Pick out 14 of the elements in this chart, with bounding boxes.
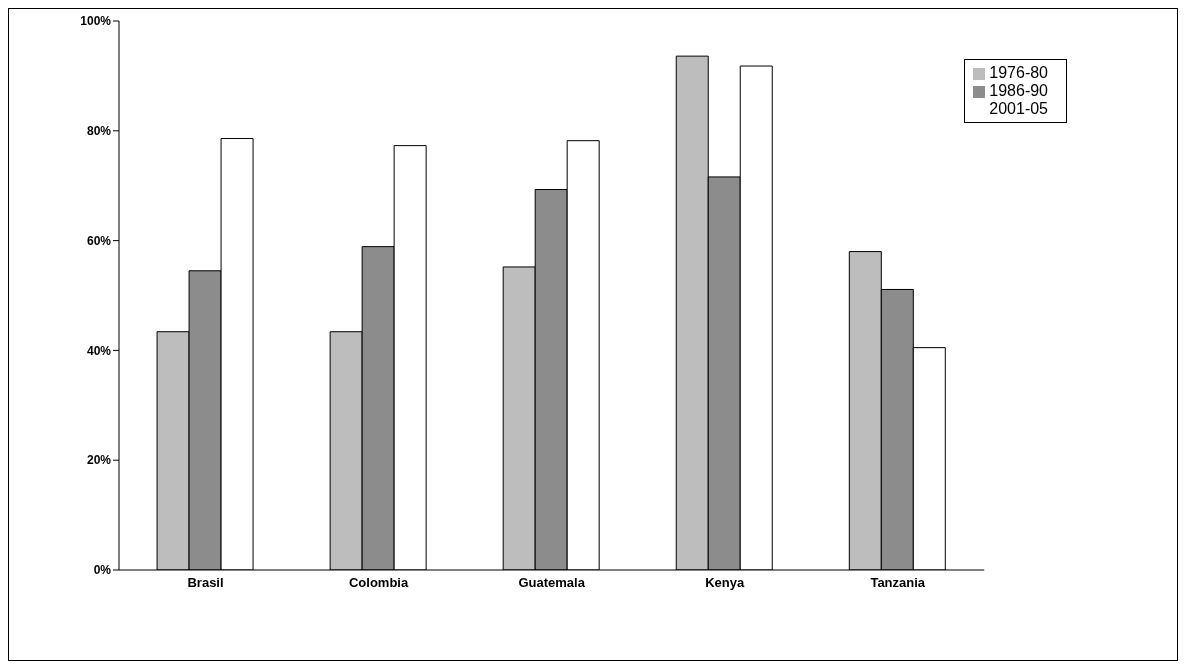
y-tick-label: 40% [86,343,112,358]
x-tick-label: Guatemala [518,575,586,591]
y-tick-label: 80% [86,124,112,139]
text: 2001-05 [989,100,1048,117]
y-tick-label: 100% [80,14,112,29]
y-tick-label: 60% [86,233,112,248]
legend-label: 1976-80 [989,64,1048,81]
x-tick-label: Kenya [705,575,745,591]
y-tick-label: 0% [93,563,112,578]
x-tick-label: Tanzania [870,575,926,591]
legend-label: 1986-90 [989,82,1048,99]
x-tick-label: Brasil [187,575,224,591]
y-tick-label: 20% [86,453,112,468]
x-tick-label: Colombia [348,575,409,591]
